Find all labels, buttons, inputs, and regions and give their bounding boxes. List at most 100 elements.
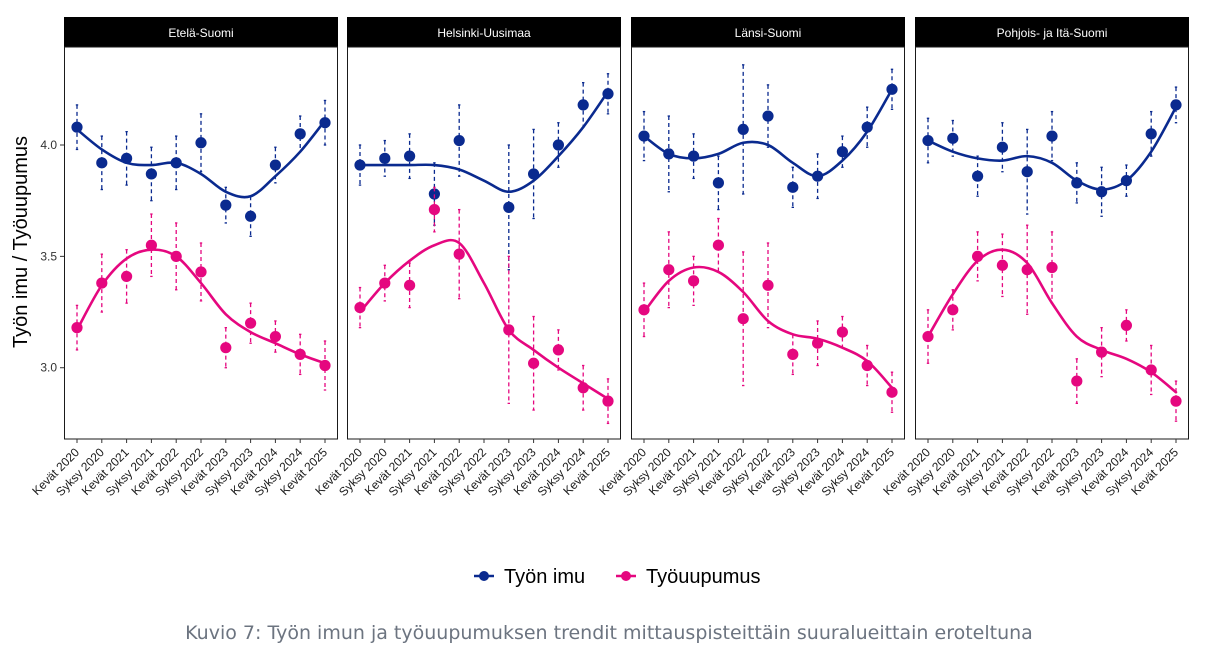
data-point [688, 150, 700, 162]
data-point [663, 148, 675, 160]
data-point [428, 188, 440, 200]
data-point [737, 123, 749, 136]
data-point [602, 88, 614, 100]
data-point [1046, 261, 1058, 274]
data-point [812, 337, 824, 349]
data-point [195, 266, 207, 278]
data-point [1170, 99, 1182, 111]
trend-line [926, 248, 1178, 394]
legend-label: Työn imu [504, 566, 585, 588]
data-point [996, 141, 1009, 153]
data-point [812, 170, 824, 182]
data-point [947, 304, 959, 316]
data-point [294, 128, 306, 140]
trend-line [642, 88, 894, 178]
data-point [453, 134, 465, 147]
data-point [1096, 346, 1108, 358]
data-point [319, 117, 331, 129]
data-point [552, 344, 565, 356]
series-tyouupumus [922, 224, 1182, 422]
facet-title: Länsi-Suomi [735, 26, 802, 40]
data-point [947, 132, 959, 144]
legend: Työn imu Työuupumus [474, 566, 761, 588]
series-tyon-imu [354, 73, 614, 271]
data-point [220, 342, 232, 354]
data-point [404, 279, 416, 291]
data-point [354, 159, 366, 171]
facet-strip [915, 17, 1189, 47]
data-point [245, 317, 257, 329]
data-point [712, 177, 725, 189]
data-point [787, 348, 799, 360]
data-point [220, 199, 232, 211]
data-point [453, 248, 465, 260]
legend-label: Työuupumus [646, 566, 761, 588]
data-point [688, 275, 700, 287]
legend-item: Työuupumus [616, 566, 761, 588]
facet-title: Helsinki-Uusimaa [437, 26, 531, 40]
data-point [503, 324, 515, 336]
trend-line [75, 248, 327, 365]
data-point [404, 150, 416, 162]
facet-title: Pohjois- ja Itä-Suomi [997, 26, 1108, 40]
data-point [503, 201, 515, 213]
trend-line [358, 238, 610, 401]
facet-strip [347, 17, 621, 47]
data-point [886, 83, 898, 95]
data-point [602, 395, 614, 407]
data-point [638, 304, 650, 316]
data-point [269, 159, 281, 171]
data-point [1071, 177, 1083, 189]
data-point [1071, 375, 1083, 387]
data-point [972, 250, 984, 262]
data-point [1145, 364, 1157, 376]
y-tick-label: 3.0 [40, 361, 57, 375]
series-tyouupumus [71, 213, 331, 391]
series-tyouupumus [638, 217, 898, 413]
data-point [379, 152, 391, 164]
figure-caption: Kuvio 7: Työn imun ja työuupumuksen tren… [185, 622, 1033, 644]
data-point [762, 110, 774, 122]
data-point [663, 264, 675, 276]
data-point [319, 359, 331, 372]
data-point [638, 130, 650, 142]
data-point [787, 181, 799, 193]
plot-area [347, 46, 621, 440]
data-point [861, 359, 873, 372]
y-tick-label: 4.0 [40, 138, 57, 152]
data-point [1145, 128, 1157, 140]
trend-line [642, 265, 894, 390]
data-point [1120, 319, 1132, 332]
data-point [96, 277, 108, 289]
data-point [737, 313, 749, 325]
data-point [577, 382, 589, 394]
data-point [195, 137, 207, 149]
data-point [1120, 175, 1132, 187]
facet-title: Etelä-Suomi [168, 26, 233, 40]
legend-key-point [479, 571, 489, 581]
data-point [528, 357, 540, 369]
data-point [294, 348, 306, 360]
facet-strip [64, 17, 338, 47]
data-point [145, 168, 157, 180]
trend-line [358, 90, 610, 194]
series-tyouupumus [354, 186, 614, 425]
data-point [712, 239, 725, 251]
data-point [1021, 264, 1033, 276]
data-point [861, 121, 873, 133]
facet-strip [631, 17, 905, 47]
data-point [1046, 130, 1058, 142]
data-point [552, 139, 565, 151]
data-point [1021, 166, 1033, 178]
legend-item: Työn imu [474, 566, 585, 588]
data-point [71, 121, 83, 133]
data-point [269, 330, 281, 343]
data-point [96, 157, 108, 169]
data-point [577, 99, 589, 111]
